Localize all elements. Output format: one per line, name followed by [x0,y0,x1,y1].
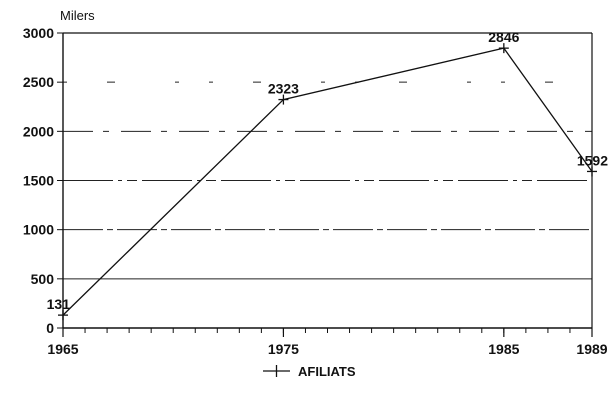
grid-lines [63,81,592,280]
x-tick-label-1985: 1985 [488,341,519,357]
series-group: 131 2323 2846 1592 [47,29,608,321]
data-label-1975: 2323 [268,81,299,97]
data-label-1989: 1592 [577,152,608,168]
y-tick-label-2000: 2000 [23,123,54,139]
y-tick-label-0: 0 [46,320,54,336]
y-tick-label-500: 500 [31,271,55,287]
x-tick-label-1989: 1989 [576,341,607,357]
legend: AFILIATS [263,364,356,379]
x-tick-label-1975: 1975 [268,341,299,357]
y-tick-label-1500: 1500 [23,173,54,189]
y-tick-labels: 0 500 1000 1500 2000 2500 3000 [23,25,54,336]
y-tick-label-2500: 2500 [23,74,54,90]
x-tick-labels: 1965 1975 1985 1989 [47,341,607,357]
data-label-1985: 2846 [488,29,519,45]
y-tick-label-3000: 3000 [23,25,54,41]
legend-label: AFILIATS [298,364,356,379]
y-axis-unit-label: Milers [60,8,95,23]
series-line-0 [62,47,593,316]
axes: Milers [57,8,593,337]
y-tick-label-1000: 1000 [23,222,54,238]
data-label-1965: 131 [47,296,71,312]
x-tick-label-1965: 1965 [47,341,78,357]
